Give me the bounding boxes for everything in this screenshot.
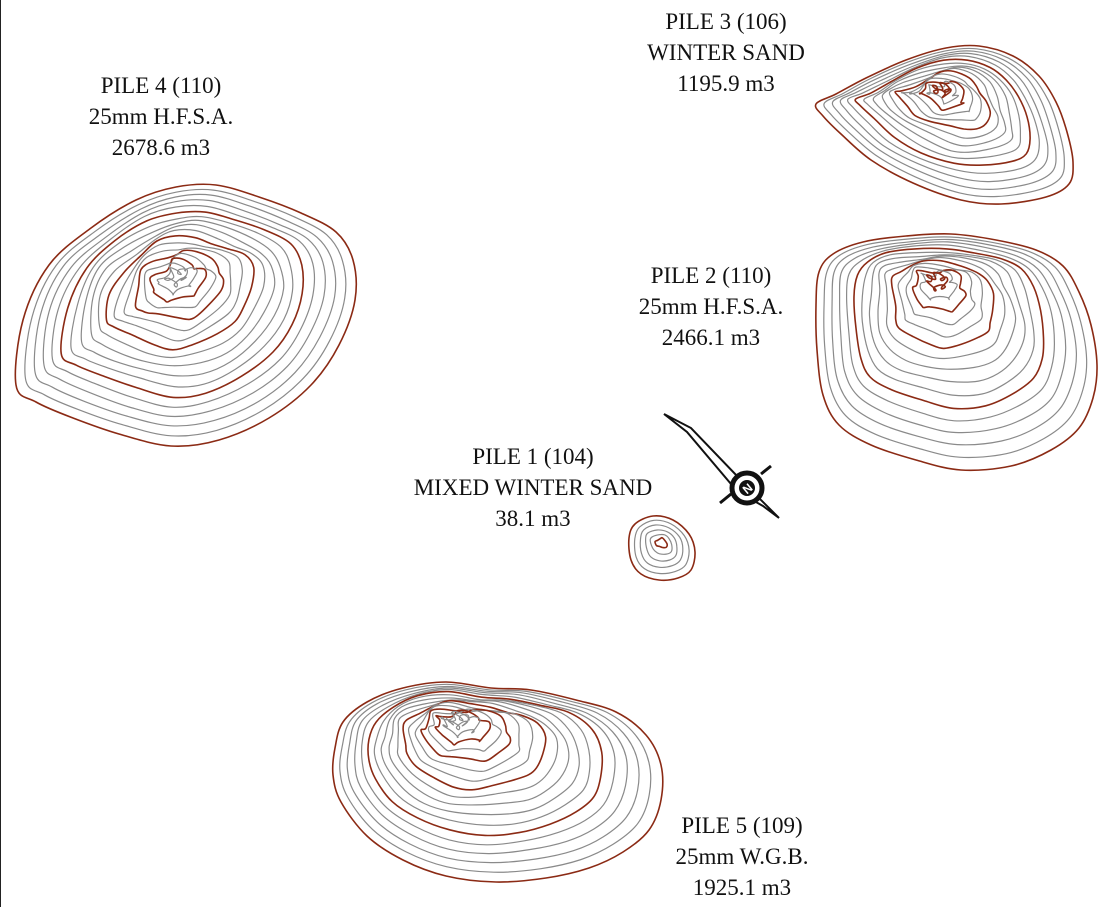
pile3-contour-line bbox=[854, 58, 1031, 167]
pile1-contour-line bbox=[639, 524, 684, 568]
pile2-contour-line bbox=[815, 233, 1098, 472]
pile5-contour-line bbox=[445, 711, 470, 731]
pile4-contour-line bbox=[24, 188, 347, 437]
pile5-contour-line bbox=[434, 709, 492, 746]
pile-3-label: PILE 3 (106) WINTER SAND 1195.9 m3 bbox=[621, 6, 831, 99]
pile2-contour-line bbox=[823, 236, 1088, 459]
pile-2-contours bbox=[815, 233, 1098, 472]
pile4-contour-line bbox=[149, 257, 208, 303]
pile1-contour-line bbox=[654, 536, 668, 549]
pile4-contour-line bbox=[70, 215, 294, 388]
pile4-contour-line bbox=[143, 252, 217, 309]
pile2-contour-line bbox=[897, 262, 984, 338]
north-arrow-icon: N bbox=[663, 413, 780, 519]
pile2-contour-line bbox=[905, 266, 976, 326]
pile3-contour-line bbox=[926, 80, 959, 105]
pile1-contour-line bbox=[627, 515, 696, 582]
pile2-contour-line bbox=[861, 251, 1035, 397]
pile4-contour-line bbox=[156, 262, 198, 296]
pile-1-volume: 38.1 m3 bbox=[495, 506, 571, 531]
pile2-contour-line bbox=[831, 238, 1078, 446]
pile4-contour-line bbox=[60, 210, 305, 399]
pile4-contour-line bbox=[14, 183, 358, 448]
pile3-contour-line bbox=[918, 80, 965, 112]
pile3-contour-line bbox=[931, 81, 952, 99]
pile-5-material: 25mm W.G.B. bbox=[675, 844, 809, 869]
pile-3-material: WINTER SAND bbox=[647, 40, 805, 65]
pile5-contour-line bbox=[354, 687, 628, 855]
pile-5-contours bbox=[331, 681, 664, 883]
pile2-contour-line bbox=[884, 256, 1006, 360]
pile-3-title: PILE 3 (106) bbox=[665, 9, 787, 34]
pile5-contour-line bbox=[420, 708, 512, 762]
pile2-contour-line bbox=[838, 241, 1067, 434]
pile5-contour-line bbox=[388, 699, 570, 806]
pile-4-title: PILE 4 (110) bbox=[100, 73, 222, 98]
pile2-contour-line bbox=[853, 247, 1045, 410]
pile3-contour-line bbox=[839, 52, 1049, 183]
pile1-contour-line bbox=[644, 529, 678, 562]
pile4-contour-line bbox=[123, 247, 232, 332]
pile3-contour-line bbox=[908, 77, 974, 116]
pile4-contour-line bbox=[163, 267, 189, 288]
pile-5-label: PILE 5 (109) 25mm W.G.B. 1925.1 m3 bbox=[637, 810, 847, 903]
pile4-contour-line bbox=[105, 234, 255, 351]
pile-5-title: PILE 5 (109) bbox=[681, 813, 803, 838]
pile2-contour-line bbox=[845, 244, 1056, 422]
pile-3-contours bbox=[814, 44, 1074, 205]
pile3-contour-line bbox=[872, 65, 1014, 154]
pile4-contour-line bbox=[51, 204, 316, 408]
pile3-contour-line bbox=[823, 47, 1065, 198]
pile-3-volume: 1195.9 m3 bbox=[677, 71, 775, 96]
pile5-contour-line bbox=[367, 690, 604, 837]
pile3-contour-line bbox=[831, 50, 1057, 190]
pile3-contour-line bbox=[900, 73, 982, 122]
pile-2-label: PILE 2 (110) 25mm H.F.S.A. 2466.1 m3 bbox=[606, 260, 816, 353]
pile4-contour-line bbox=[134, 249, 225, 321]
pile-5-volume: 1925.1 m3 bbox=[692, 875, 792, 900]
pile4-contour-line bbox=[80, 219, 285, 377]
pile5-contour-line bbox=[402, 699, 547, 791]
pile5-contour-line bbox=[407, 701, 534, 782]
pile-1-contours bbox=[627, 515, 696, 582]
pile4-contour-line bbox=[113, 242, 243, 342]
pile-4-label: PILE 4 (110) 25mm H.F.S.A. 2678.6 m3 bbox=[56, 70, 266, 163]
pile1-contour-line bbox=[649, 533, 673, 555]
pile5-contour-line bbox=[380, 697, 580, 816]
pile4-contour-line bbox=[97, 228, 266, 359]
pile5-contour-line bbox=[346, 685, 640, 864]
pile4-contour-line bbox=[33, 193, 337, 427]
pile-2-material: 25mm H.F.S.A. bbox=[638, 294, 784, 319]
pile5-contour-line bbox=[331, 681, 664, 883]
pile5-contour-line bbox=[361, 688, 616, 846]
pile2-contour-line bbox=[890, 259, 995, 350]
pile-4-volume: 2678.6 m3 bbox=[111, 135, 211, 160]
pile5-contour-line bbox=[339, 683, 652, 873]
pile3-contour-line bbox=[846, 55, 1040, 174]
pile2-contour-line bbox=[868, 254, 1026, 383]
pile4-contour-line bbox=[90, 223, 276, 367]
pile5-contour-line bbox=[414, 704, 521, 773]
pile4-contour-line bbox=[42, 199, 326, 418]
pile2-contour-line bbox=[877, 255, 1017, 370]
pile-1-material: MIXED WINTER SAND bbox=[413, 475, 653, 500]
pile3-contour-line bbox=[881, 66, 1007, 147]
pile-1-label: PILE 1 (104) MIXED WINTER SAND 38.1 m3 bbox=[373, 441, 693, 534]
pile3-contour-line bbox=[814, 44, 1074, 205]
pile-4-material: 25mm H.F.S.A. bbox=[88, 104, 234, 129]
pile-2-title: PILE 2 (110) bbox=[650, 263, 772, 288]
pile2-contour-line bbox=[919, 270, 958, 301]
pile2-contour-line bbox=[911, 269, 967, 313]
pile3-contour-line bbox=[863, 62, 1022, 160]
pile2-contour-line bbox=[925, 271, 949, 292]
pile-1-title: PILE 1 (104) bbox=[472, 444, 594, 469]
pile-4-contours bbox=[14, 183, 358, 448]
pile5-contour-line bbox=[373, 694, 591, 826]
pile-2-volume: 2466.1 m3 bbox=[661, 325, 761, 350]
pile1-contour-line bbox=[633, 519, 690, 575]
